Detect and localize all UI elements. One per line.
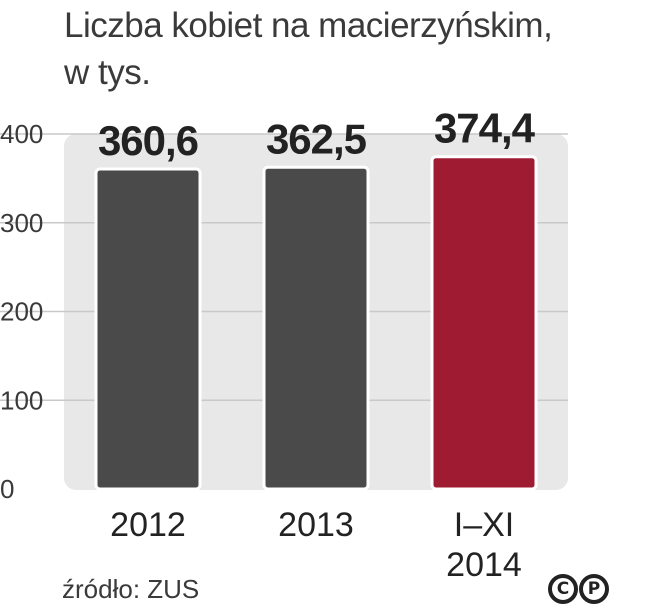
y-tick-label: 100 <box>0 385 43 415</box>
source-note: źródło: ZUS <box>62 574 200 604</box>
x-tick-label: 2013 <box>278 506 354 544</box>
x-tick-label: 2012 <box>110 506 186 544</box>
bar-value-label: 362,5 <box>266 115 367 162</box>
y-tick-label: 0 <box>0 474 14 504</box>
bar-value-label: 374,4 <box>434 105 536 152</box>
y-tick-label: 200 <box>0 297 43 327</box>
bar-value-label: 360,6 <box>98 117 198 164</box>
chart-title-line-1: Liczba kobiet na macierzyńskim, <box>64 6 553 45</box>
copyright-c-icon: C <box>548 574 578 604</box>
y-tick-label: 400 <box>0 119 43 149</box>
x-tick-label: I–XI <box>454 506 514 544</box>
x-tick-label: 2014 <box>446 546 522 584</box>
bar <box>430 155 538 491</box>
chart-title-line-2: w tys. <box>64 53 151 92</box>
bar <box>94 167 202 491</box>
chart-title: Liczba kobiet na macierzyńskim, w tys. <box>64 2 553 96</box>
copyright-logo: C P <box>548 574 609 604</box>
copyright-p-icon: P <box>579 574 609 604</box>
bar <box>262 165 370 491</box>
y-tick-label: 300 <box>0 208 43 238</box>
